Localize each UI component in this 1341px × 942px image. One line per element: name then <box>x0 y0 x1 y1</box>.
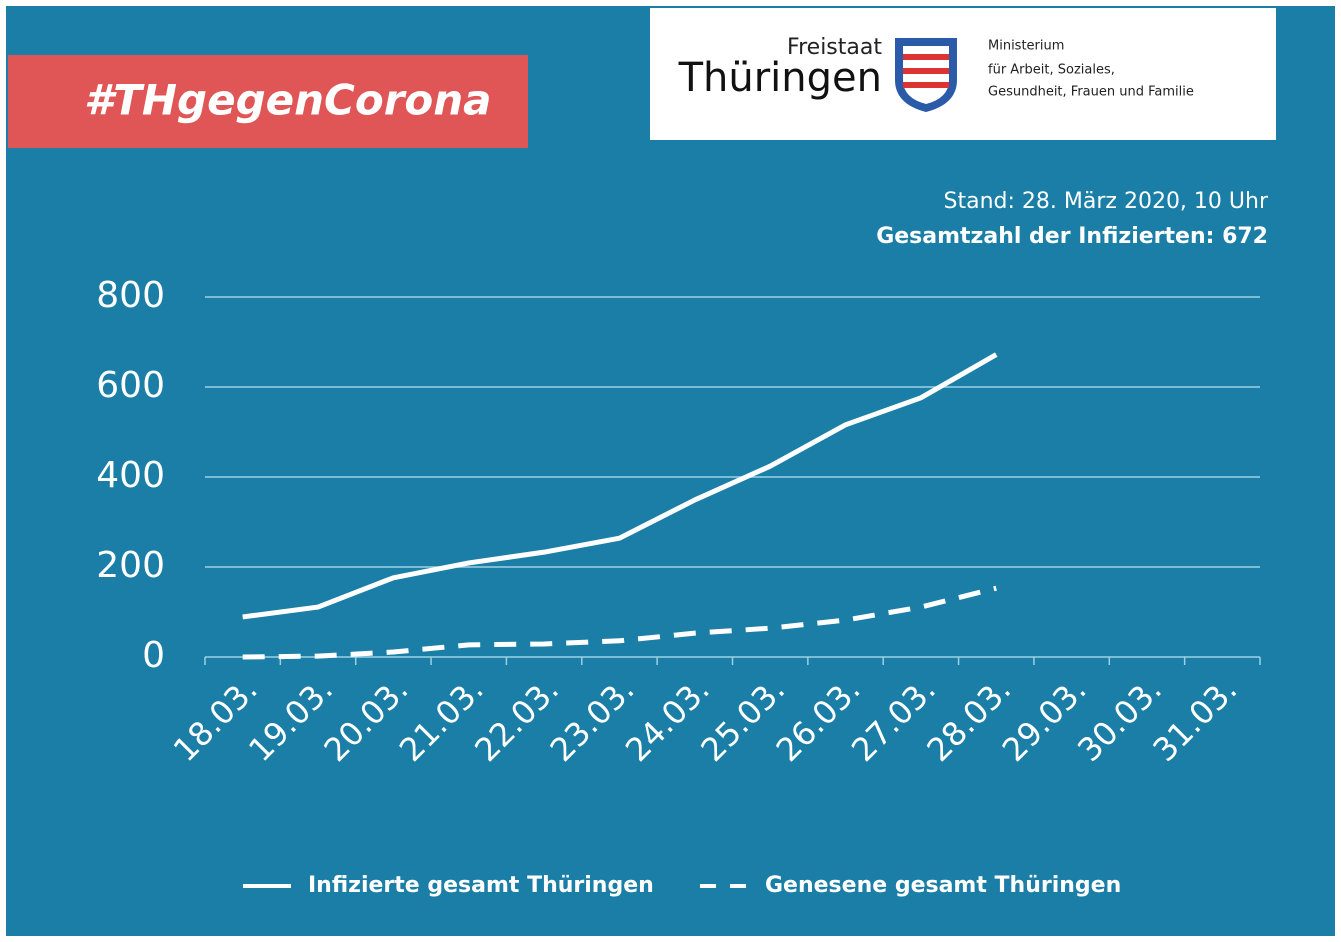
ministry-line: Gesundheit, Frauen und Familie <box>988 85 1194 100</box>
y-tick-label: 0 <box>142 635 165 676</box>
y-tick-label: 600 <box>96 365 165 406</box>
chart: #THgegenCorona Freistaat Thüringen Minis… <box>0 0 1341 942</box>
ministry-line: Ministerium <box>988 39 1064 54</box>
legend-label: Genesene gesamt Thüringen <box>765 873 1121 898</box>
ministry-line: für Arbeit, Soziales, <box>988 63 1115 78</box>
hashtag: #THgegenCorona <box>84 76 492 125</box>
y-tick-label: 400 <box>96 455 165 496</box>
y-tick-label: 800 <box>96 275 165 316</box>
annotation: Gesamtzahl der Infizierten: 672 <box>876 224 1268 249</box>
y-tick-label: 200 <box>96 545 165 586</box>
coat-of-arms <box>895 38 957 112</box>
annotation: Stand: 28. März 2020, 10 Uhr <box>944 189 1269 214</box>
legend-label: Infizierte gesamt Thüringen <box>308 873 654 898</box>
logo-line2: Thüringen <box>678 55 882 101</box>
page: #THgegenCorona Freistaat Thüringen Minis… <box>0 0 1341 942</box>
